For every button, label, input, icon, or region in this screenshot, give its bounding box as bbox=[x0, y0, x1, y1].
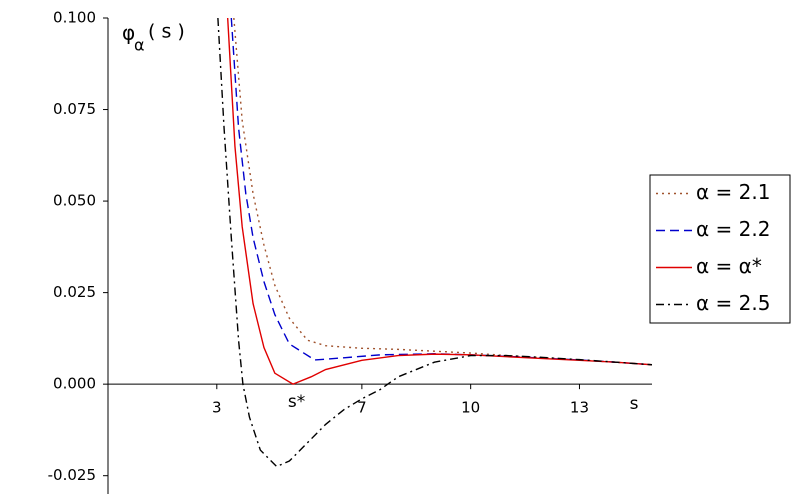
y-tick-label: 0.025 bbox=[53, 283, 96, 301]
y-tick-label: 0.075 bbox=[53, 100, 96, 118]
legend-label: α = α* bbox=[696, 254, 762, 278]
y-axis-label-sub: α bbox=[134, 36, 145, 55]
series-line bbox=[217, 18, 652, 468]
legend-label: α = 2.2 bbox=[696, 217, 770, 241]
y-tick-label: 0.050 bbox=[53, 192, 96, 210]
legend-label: α = 2.1 bbox=[696, 180, 770, 204]
y-axis-label: φ bbox=[122, 21, 135, 45]
series-line bbox=[233, 18, 652, 366]
legend-label: α = 2.5 bbox=[696, 291, 770, 315]
x-axis-label: s bbox=[630, 394, 639, 414]
legend-box bbox=[649, 174, 791, 324]
series-line bbox=[226, 18, 652, 385]
y-tick-label: -0.025 bbox=[48, 466, 96, 484]
y-tick-label: 0.000 bbox=[53, 375, 96, 393]
x-tick-label: 10 bbox=[461, 399, 480, 417]
y-tick-label: 0.100 bbox=[53, 9, 96, 27]
series-line bbox=[230, 18, 652, 366]
x-tick-label: 3 bbox=[212, 399, 222, 417]
y-axis-label-arg: ( s ) bbox=[148, 21, 185, 43]
annotation: s* bbox=[288, 392, 305, 412]
x-tick-label: 13 bbox=[570, 399, 589, 417]
x-tick-label: 7 bbox=[357, 399, 367, 417]
